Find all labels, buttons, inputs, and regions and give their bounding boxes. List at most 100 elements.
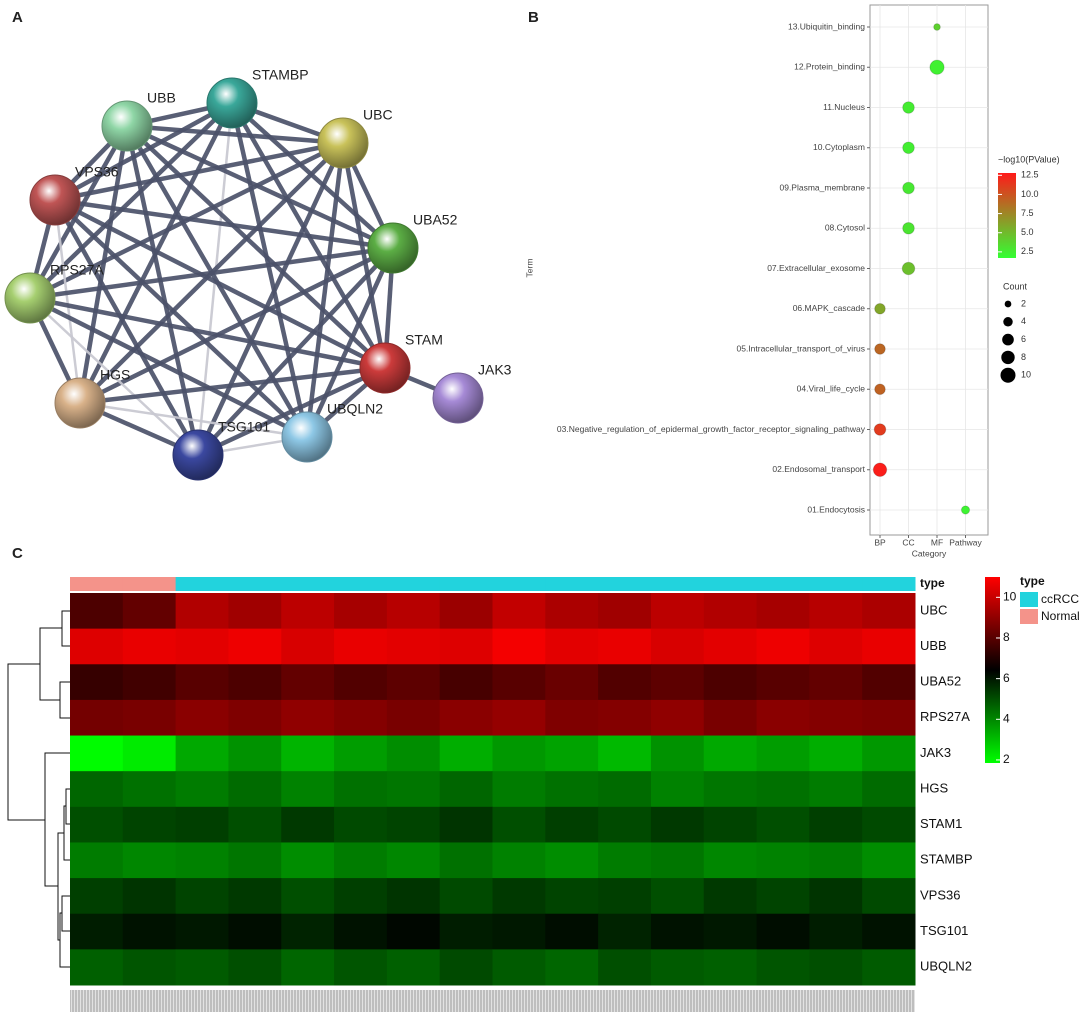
y-tick-label: 12.Protein_binding bbox=[794, 62, 865, 72]
bubble bbox=[873, 423, 887, 436]
heatmap-cell bbox=[228, 771, 282, 808]
heatmap-cell bbox=[545, 664, 599, 701]
heatmap-cell bbox=[281, 699, 335, 737]
node-label: TSG101 bbox=[218, 419, 270, 435]
heatmap-cell bbox=[281, 949, 335, 986]
heatmap-cell bbox=[281, 806, 335, 843]
heatmap-cell bbox=[650, 664, 705, 701]
node-label: JAK3 bbox=[478, 362, 512, 378]
heatmap-cell bbox=[650, 628, 705, 665]
heatmap-cell bbox=[650, 842, 705, 879]
heatmap-cell bbox=[703, 913, 758, 950]
network-node bbox=[101, 100, 153, 152]
colorbar-tick-label: 6 bbox=[1003, 671, 1010, 685]
row-label: STAM1 bbox=[920, 816, 962, 831]
heatmap-cell bbox=[175, 771, 229, 808]
heatmap-cell bbox=[334, 699, 388, 737]
heatmap-cell bbox=[598, 628, 652, 665]
type-annotation bbox=[334, 577, 388, 591]
network-node bbox=[206, 77, 258, 129]
size-legend-dot bbox=[1004, 300, 1012, 308]
heatmap-cell bbox=[439, 735, 493, 772]
heatmap-cell bbox=[862, 771, 916, 808]
y-tick-label: 07.Extracellular_exosome bbox=[767, 263, 865, 273]
row-label: HGS bbox=[920, 780, 949, 795]
y-tick-label: 01.Endocytosis bbox=[807, 504, 865, 514]
heatmap-cell bbox=[598, 664, 652, 701]
heatmap-cell bbox=[70, 628, 124, 665]
size-legend-dot bbox=[1002, 333, 1014, 346]
heatmap-cell bbox=[228, 806, 282, 843]
heatmap-cell bbox=[334, 771, 388, 808]
heatmap-cell bbox=[703, 593, 758, 630]
y-tick-label: 05.Intracellular_transport_of_virus bbox=[736, 343, 865, 353]
network-edge bbox=[124, 125, 201, 456]
heatmap-cell bbox=[545, 949, 599, 986]
heatmap-cell bbox=[70, 664, 124, 701]
bubble bbox=[901, 261, 916, 276]
bubble bbox=[929, 59, 945, 75]
heatmap-cell bbox=[439, 699, 493, 737]
legend-title: −log10(PValue) bbox=[998, 154, 1060, 164]
type-annotation bbox=[545, 577, 599, 591]
heatmap-cell bbox=[598, 842, 652, 879]
heatmap-cell bbox=[122, 806, 177, 843]
heatmap-cell bbox=[650, 735, 705, 772]
type-annotation bbox=[650, 577, 705, 591]
legend-title: Count bbox=[1003, 281, 1028, 291]
node-label: STAMBP bbox=[252, 67, 309, 83]
type-annotation bbox=[756, 577, 810, 591]
node-label: HGS bbox=[100, 367, 130, 383]
heatmap-cell bbox=[281, 878, 335, 915]
network-edges bbox=[27, 100, 459, 458]
type-annotation bbox=[703, 577, 758, 591]
heatmap-cell bbox=[756, 593, 810, 630]
heatmap-cell bbox=[439, 771, 493, 808]
colorbar-tick-label: 10.0 bbox=[1021, 189, 1039, 199]
y-tick-label: 10.Cytoplasm bbox=[813, 142, 865, 152]
network-edge bbox=[126, 123, 344, 146]
heatmap-cell bbox=[862, 878, 916, 915]
network-node bbox=[172, 429, 224, 481]
panel-label: C bbox=[12, 545, 23, 562]
y-tick-label: 02.Endosomal_transport bbox=[772, 464, 865, 474]
size-legend-label: 4 bbox=[1021, 316, 1026, 326]
x-tick-label: BP bbox=[874, 537, 886, 547]
heatmap-cell bbox=[862, 664, 916, 701]
annotation-label: type bbox=[920, 576, 945, 590]
heatmap-cell bbox=[756, 806, 810, 843]
heatmap-cell bbox=[439, 806, 493, 843]
heatmap-cell bbox=[386, 664, 441, 701]
network-node bbox=[317, 117, 369, 169]
heatmap-cell bbox=[545, 806, 599, 843]
heatmap-cell bbox=[175, 949, 229, 986]
heatmap-cell bbox=[492, 735, 546, 772]
type-annotation bbox=[228, 577, 282, 591]
size-legend-dot bbox=[1003, 317, 1013, 327]
heatmap-cell bbox=[598, 806, 652, 843]
y-tick-label: 08.Cytosol bbox=[825, 223, 865, 233]
heatmap-cell bbox=[703, 949, 758, 986]
bubble bbox=[960, 505, 971, 515]
x-tick-label: Pathway bbox=[949, 537, 982, 547]
bubble bbox=[902, 181, 915, 195]
heatmap-cell bbox=[386, 913, 441, 950]
heatmap-cell bbox=[756, 913, 810, 950]
type-annotation bbox=[386, 577, 441, 591]
heatmap-cell bbox=[175, 806, 229, 843]
colorbar-tick-label: 5.0 bbox=[1021, 227, 1034, 237]
heatmap-cell bbox=[862, 913, 916, 950]
heatmap-cell bbox=[122, 771, 177, 808]
heatmap-cell bbox=[650, 771, 705, 808]
heatmap-cell bbox=[809, 699, 863, 737]
colorbar-tick-label: 12.5 bbox=[1021, 170, 1039, 180]
network-edge bbox=[79, 401, 308, 439]
heatmap-cell bbox=[386, 949, 441, 986]
heatmap-cell bbox=[650, 913, 705, 950]
heatmap-cell bbox=[175, 628, 229, 665]
heatmap-cell bbox=[545, 913, 599, 950]
panel-label: A bbox=[12, 9, 23, 26]
row-label: VPS36 bbox=[920, 887, 960, 902]
y-tick-label: 04.Viral_life_cycle bbox=[797, 384, 866, 394]
heatmap-cell bbox=[650, 878, 705, 915]
